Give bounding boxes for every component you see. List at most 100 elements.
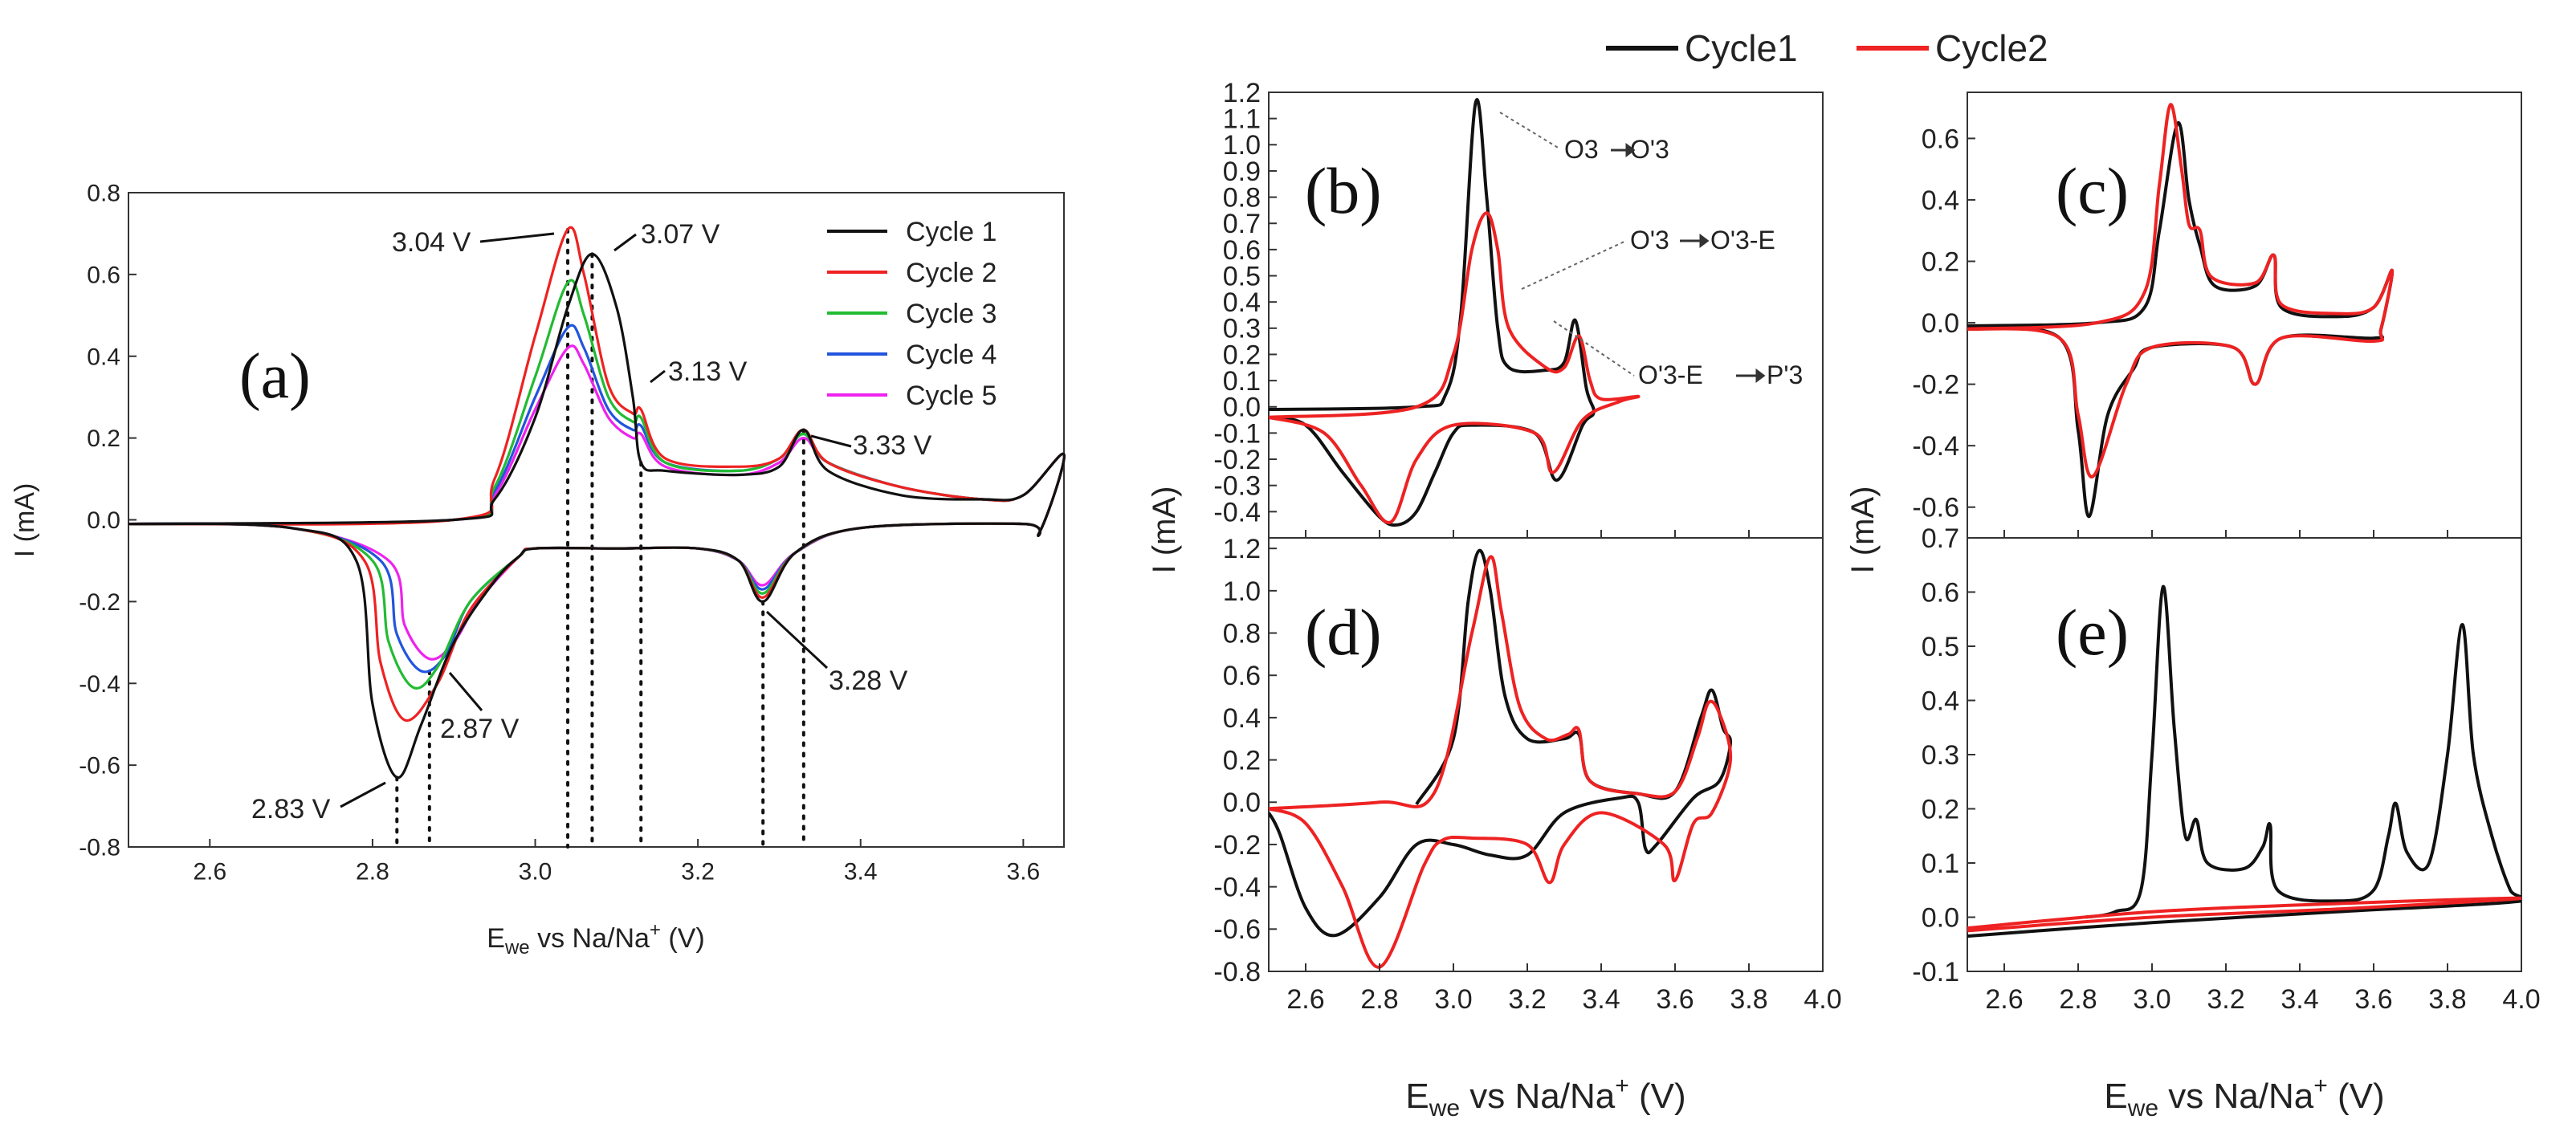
ytick-label: -0.1 [1213,418,1261,449]
xtick-label: 4.0 [2502,984,2540,1015]
ytick-label: 0.6 [1223,661,1261,691]
ytick-label: 0.7 [1922,523,1959,554]
xtick-label: 2.8 [2059,984,2097,1015]
ytick-label: 0.2 [1223,745,1261,776]
series-group [1967,103,2395,519]
xtick-label: 3.8 [2428,984,2466,1015]
panel-c-plot: -0.6 -0.4 -0.2 0.0 0.2 0.4 0.6 [1912,103,2522,538]
xtick-label: 3.0 [1434,984,1472,1015]
xtick-label: 3.0 [2133,984,2170,1015]
xtick-label: 3.6 [1006,859,1040,885]
legend-label: Cycle 5 [906,381,997,411]
ytick-label: 0.0 [87,507,120,534]
xlabel-d-E: E [1405,1077,1429,1116]
panel-d-xlabel: Ewe vs Na/Na+ (V) [1405,1073,1685,1122]
phase-o3-prime-e-b: O'3-E [1638,360,1703,389]
ytick-label: 0.0 [1922,308,1959,339]
panel-e-xlabel: Ewe vs Na/Na+ (V) [2104,1073,2384,1122]
ytick-label: 0.9 [1223,157,1261,187]
xtick-label: 3.4 [844,859,878,885]
panel-e-letter: (e) [2056,596,2129,669]
xlabel-d-rest: vs Na/Na [1460,1077,1616,1116]
ytick-label: -0.4 [1213,497,1261,527]
panels-b-to-e: -0.4-0.3-0.2-0.10.00.10.20.30.40.50.60.7… [1147,78,2541,1122]
xtick-label: 3.4 [1582,984,1620,1015]
arrow-3.04V [479,232,555,243]
legend-label: Cycle 4 [906,340,997,370]
ytick-label: 0.0 [1223,393,1261,423]
xtick-label: 2.6 [1286,984,1324,1015]
ytick-label: 0.5 [1922,632,1959,662]
ytick-label: -0.2 [1213,830,1261,861]
ytick-label: 0.4 [1223,287,1261,318]
series-cycle1 [1269,98,1596,527]
arrow-2.87V [448,672,483,711]
panel-a-peak-guides [395,227,805,849]
legend-label: Cycle 2 [906,258,997,288]
xtick-label: 2.6 [1985,984,2023,1015]
ytick-label: 1.2 [1223,78,1261,108]
panel-a-ticks: -0.8 -0.6 -0.4 -0.2 0.0 0.2 0.4 0.6 0.8 2.6 2.8 3.0… [79,181,1040,885]
xlabel-d-sub: we [1429,1095,1460,1122]
xtick-label: 3.2 [2207,984,2244,1015]
annot-2.87V: 2.87 V [440,714,520,744]
ytick-label: 0.2 [1922,794,1959,824]
ytick-label: 0.3 [1223,314,1261,344]
panel-a-xlabel: Ewe vs Na/Na+ (V) [487,919,704,959]
ytick-label: 0.8 [1223,618,1261,649]
ytick-label: 0.4 [1922,686,1959,716]
annot-2.83V: 2.83 V [251,794,331,824]
xlabel-a-sup: + [650,919,661,941]
panel-a-frame [128,192,1065,848]
phase-arrowhead-1 [1625,143,1636,157]
ytick-label: 1.2 [1223,534,1261,564]
leader-o3 [1499,112,1560,149]
ytick-label: -0.4 [1912,431,1959,462]
panel-e-plot: -0.1 0.0 0.1 0.2 0.3 0.4 0.5 0.6 0.7 2.6 2.8 3.0 3.2… [1912,523,2540,1015]
xlabel-e-rest: vs Na/Na [2158,1077,2314,1116]
ytick-label: 0.6 [1922,577,1959,608]
xtick-label: 4.0 [1804,984,1841,1015]
ytick-label: 0.1 [1223,366,1261,397]
ytick-label: 0.4 [1922,185,1959,216]
ytick-label: 0.6 [87,262,120,288]
ytick-label: 0.7 [1223,209,1261,239]
ytick-label: 0.2 [1223,340,1261,370]
xtick-label: 2.8 [1360,984,1398,1015]
panel-b-frame [1268,92,1824,539]
xlabel-a-end: (V) [661,923,705,954]
ytick-label: 1.1 [1223,104,1261,135]
ytick-label: -0.6 [1213,914,1261,945]
ytick-label: -0.8 [79,835,120,861]
ytick-label: 0.2 [1922,246,1959,277]
xtick-label: 3.6 [2354,984,2392,1015]
ytick-label: -0.6 [79,753,120,780]
xtick-label: 3.6 [1656,984,1694,1015]
annot-3.28V: 3.28 V [829,666,908,696]
panel-a-legend: Cycle 1 Cycle 2 Cycle 3 Cycle 4 Cycle 5 [827,217,997,411]
xtick-label: 3.4 [2280,984,2318,1015]
xtick-label: 2.8 [356,859,389,885]
legend-label-cycle2: Cycle2 [1935,27,2048,69]
series-cycle-1 [128,252,1066,780]
series-cycle2 [1269,555,1733,969]
panel-b-letter: (b) [1305,154,1382,227]
ytick-label: -0.8 [1213,957,1261,987]
phase-o3-prime-e: O'3-E [1710,226,1775,254]
ytick-label: 0.5 [1223,261,1261,291]
series-cycle1 [1967,584,2521,938]
legend-label: Cycle 1 [906,217,997,247]
ytick-label: 0.4 [1223,703,1261,734]
phase-arrowhead-2 [1699,234,1710,248]
ytick-label: -0.2 [1213,445,1261,475]
panel-b-phase-annotations: O3 O'3 O'3 O'3-E O'3-E P'3 [1499,112,1803,389]
ytick-label: 0.8 [1223,182,1261,213]
panel-c-letter: (c) [2056,154,2129,227]
panel-c-e-ylabel: I (mA) [1845,486,1881,574]
annot-3.04V: 3.04 V [392,227,471,258]
panel-b-plot: -0.4-0.3-0.2-0.10.00.10.20.30.40.50.60.7… [1213,78,1824,538]
ytick-label: -0.2 [1912,370,1959,401]
panel-d-letter: (d) [1305,596,1382,669]
panel-d-plot: -0.8 -0.6 -0.4 -0.2 0.0 0.2 0.4 0.6 0.8 1.0 1.2 2.6… [1213,534,1841,1015]
ytick-label: 0.0 [1223,788,1261,818]
